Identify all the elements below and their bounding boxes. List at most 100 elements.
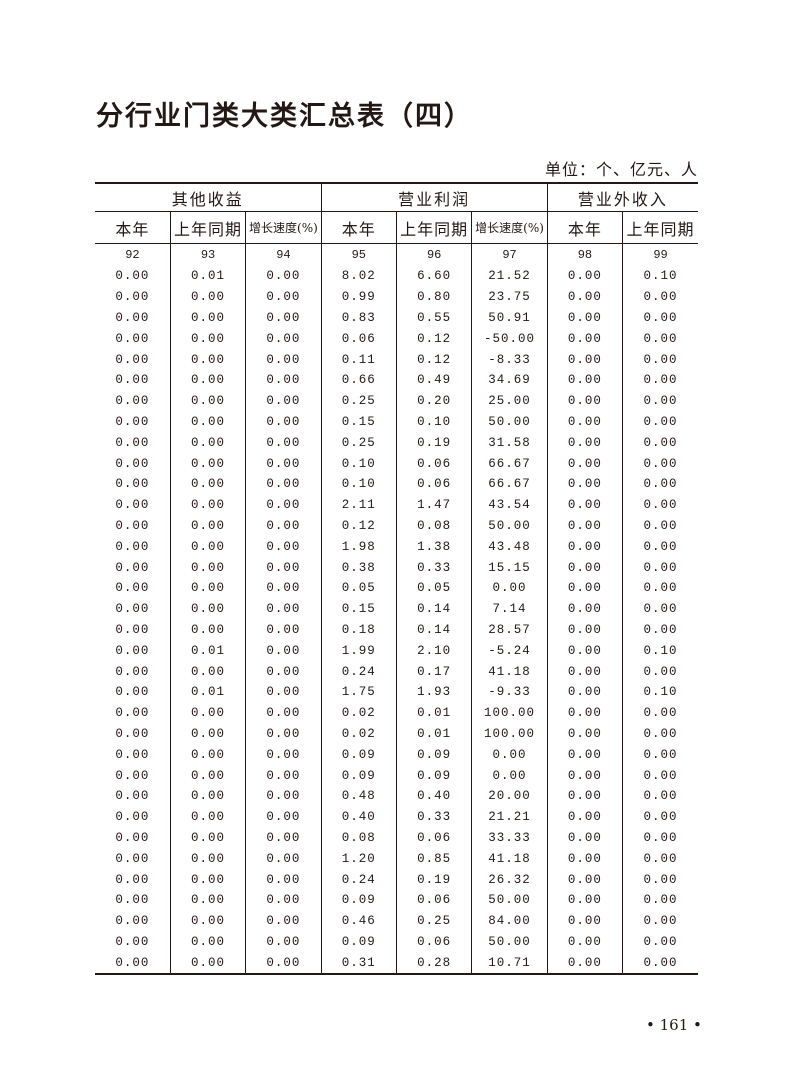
table-cell: 2.11: [320, 494, 397, 516]
table-cell: 0.00: [169, 806, 246, 828]
table-cell: 0.00: [546, 869, 623, 890]
table-cell: 0.25: [320, 390, 397, 412]
table-cell: 0.00: [169, 723, 246, 745]
table-cell: 0.00: [245, 349, 322, 370]
table-cell: 0.05: [320, 577, 397, 599]
table-row: 0.00 0.01 0.00 8.02 6.60 21.52 0.00 0.10: [95, 266, 698, 287]
table-cell: 0.01: [169, 640, 246, 662]
table-cell: 28.57: [471, 619, 548, 641]
table-cell: 0.00: [115, 602, 150, 617]
table-cell: 0.83: [320, 307, 397, 329]
table-row: 0.00 0.00 0.00 0.10 0.06 66.67 0.00 0.00: [95, 473, 698, 495]
table-cell: 21.52: [471, 266, 548, 287]
table-cell: 0.00: [622, 328, 698, 350]
table-cell: 0.19: [395, 432, 472, 454]
table-cell: 8.02: [320, 266, 397, 287]
table-cell: 0.00: [546, 432, 623, 454]
table-row: 0.00 0.00 0.00 0.99 0.80 23.75 0.00 0.00: [95, 286, 698, 308]
table-cell: 0.00: [546, 557, 623, 578]
table-row: 0.00 0.00 0.00 2.11 1.47 43.54 0.00 0.00: [95, 494, 698, 516]
table-cell: 0.00: [115, 934, 150, 949]
table-cell: 0.00: [245, 453, 322, 474]
table-cell: 0.00: [245, 848, 322, 870]
table-cell: 20.00: [471, 785, 548, 807]
table-cell: 26.32: [471, 869, 548, 890]
table-cell: 0.10: [320, 473, 397, 495]
subheader: 本年: [95, 211, 171, 244]
table-row: 0.00 0.00 0.00 0.10 0.06 66.67 0.00 0.00: [95, 453, 698, 474]
table-cell: 34.69: [471, 369, 548, 391]
table-cell: 0.25: [395, 910, 472, 932]
table-row: 0.00 0.00 0.00 0.09 0.09 0.00 0.00 0.00: [95, 765, 698, 786]
table-cell: 0.00: [622, 307, 698, 329]
table-row: 0.00 0.00 0.00 0.12 0.08 50.00 0.00 0.00: [95, 515, 698, 537]
table-cell: 0.00: [245, 390, 322, 412]
table-cell: 0.00: [169, 411, 246, 433]
table-cell: 0.00: [622, 369, 698, 391]
table-row: 0.00 0.00 0.00 0.40 0.33 21.21 0.00 0.00: [95, 806, 698, 828]
table-cell: 33.33: [471, 827, 548, 849]
table-cell: 0.00: [245, 598, 322, 620]
table-cell: 0.00: [622, 349, 698, 370]
table-cell: 0.00: [622, 723, 698, 745]
table-row: 0.00 0.00 0.00 1.20 0.85 41.18 0.00 0.00: [95, 848, 698, 870]
table-cell: 0.00: [245, 910, 322, 932]
table-cell: 0.06: [395, 473, 472, 495]
table-cell: 0.00: [169, 744, 246, 766]
table-cell: 0.48: [320, 785, 397, 807]
table-cell: 0.00: [115, 414, 150, 429]
table-cell: 0.09: [320, 765, 397, 786]
table-cell: 0.00: [622, 931, 698, 953]
table-cell: 0.10: [320, 453, 397, 474]
table-cell: 0.00: [115, 581, 150, 596]
table-cell: 0.38: [320, 557, 397, 578]
table-cell: 0.00: [115, 830, 150, 845]
table-cell: 0.00: [169, 577, 246, 599]
table-row: 0.00 0.00 0.00 1.98 1.38 43.48 0.00 0.00: [95, 536, 698, 558]
table-cell: 0.05: [395, 577, 472, 599]
column-number: 96: [395, 243, 472, 266]
table-cell: 0.10: [622, 266, 698, 287]
table-cell: 0.00: [471, 577, 548, 599]
table-row: 0.00 0.00 0.00 0.05 0.05 0.00 0.00 0.00: [95, 577, 698, 599]
table-cell: 0.18: [320, 619, 397, 641]
table-cell: 0.25: [320, 432, 397, 454]
subheader: 上年同期: [169, 211, 246, 244]
table-cell: 0.02: [320, 702, 397, 724]
table-cell: 0.00: [245, 369, 322, 391]
group-header-row: 其他收益 营业利润 营业外收入: [95, 182, 698, 212]
table-cell: 0.00: [622, 286, 698, 308]
table-cell: 0.01: [169, 266, 246, 287]
table-row: 0.00 0.00 0.00 0.83 0.55 50.91 0.00 0.00: [95, 307, 698, 329]
table-cell: 0.00: [245, 931, 322, 953]
table-row: 0.00 0.00 0.00 0.09 0.06 50.00 0.00 0.00: [95, 889, 698, 911]
column-number: 95: [320, 243, 397, 266]
table-cell: 50.00: [471, 931, 548, 953]
table-cell: 0.00: [546, 307, 623, 329]
table-cell: 0.00: [546, 411, 623, 433]
table-row: 0.00 0.01 0.00 1.75 1.93 -9.33 0.00 0.10: [95, 681, 698, 703]
subheader-row: 本年 上年同期 增长速度(%) 本年 上年同期 增长速度(%) 本年 上年同期: [95, 211, 698, 244]
table-cell: 0.00: [169, 286, 246, 308]
table-cell: 50.00: [471, 515, 548, 537]
table-cell: 41.18: [471, 661, 548, 682]
table-cell: 0.00: [546, 681, 623, 703]
table-cell: 0.00: [546, 390, 623, 412]
table-cell: -5.24: [471, 640, 548, 662]
column-number: 92: [125, 248, 140, 262]
table-cell: 0.17: [395, 661, 472, 682]
table-cell: 0.00: [546, 848, 623, 870]
table-cell: 0.00: [245, 266, 322, 287]
table-cell: 0.00: [115, 643, 150, 658]
table-cell: 0.49: [395, 369, 472, 391]
table-cell: 0.09: [320, 744, 397, 766]
table-cell: 100.00: [471, 723, 548, 745]
table-row: 0.00 0.00 0.00 0.15 0.10 50.00 0.00 0.00: [95, 411, 698, 433]
table-row: 0.00 0.00 0.00 0.46 0.25 84.00 0.00 0.00: [95, 910, 698, 932]
table-cell: 0.00: [471, 765, 548, 786]
table-cell: 0.00: [169, 307, 246, 329]
table-cell: 0.00: [622, 432, 698, 454]
table-cell: 0.00: [115, 706, 150, 721]
table-cell: 0.00: [245, 806, 322, 828]
table-cell: 0.00: [115, 373, 150, 388]
